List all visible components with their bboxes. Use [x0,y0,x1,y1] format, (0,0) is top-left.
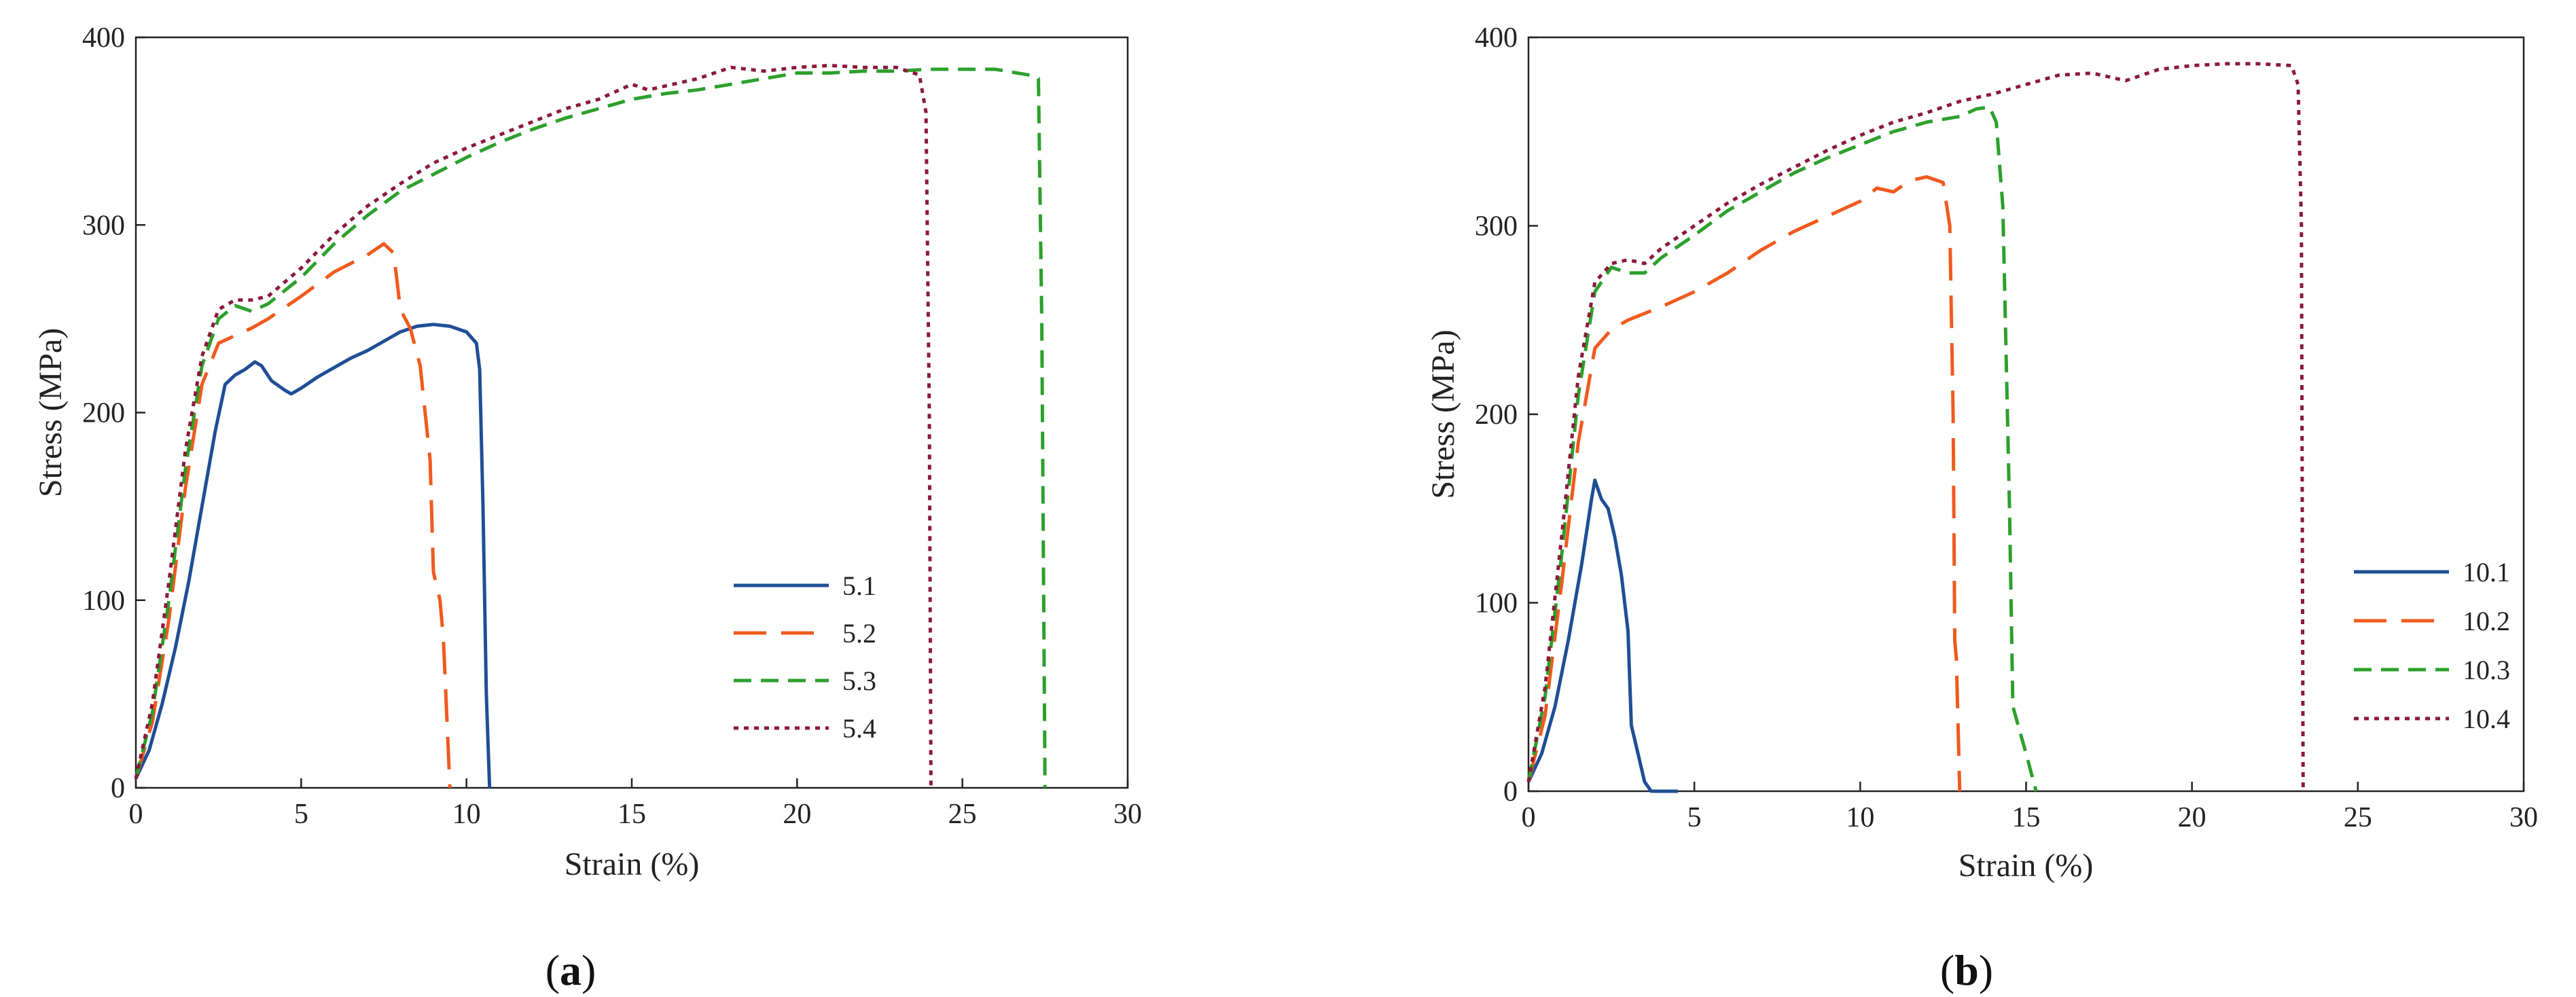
series-line-5.2 [134,242,452,788]
x-tick-layer: 0 5 10 15 20 25 30 [129,778,1142,830]
chart-panel-b: 0 5 10 15 20 25 30 0 100 200 300 400 Strain (%) St… [1425,22,2538,994]
y-tick-label: 400 [82,22,125,54]
x-tick-label: 5 [1687,802,1702,833]
chart-panel-a: 0 5 10 15 20 25 30 0 100 200 300 400 Strain (%) St… [33,22,1142,994]
y-tick-layer: 0 100 200 300 400 [82,22,145,804]
series-line-10.1 [1526,478,1678,793]
y-axis-label: Stress (MPa) [1425,329,1461,498]
x-tick-label: 10 [452,799,481,830]
series-line-10.3 [1526,105,2038,792]
x-axis-label: Strain (%) [565,846,700,882]
x-tick-label: 30 [2509,802,2538,833]
x-tick-label: 20 [2178,802,2206,833]
legend-label: 5.1 [842,570,876,601]
series-line-5.4 [134,63,933,788]
legend-label: 10.4 [2463,704,2510,734]
y-axis-label: Stress (MPa) [33,328,69,497]
x-tick-label: 25 [948,799,977,830]
x-tick-label: 0 [1522,802,1536,833]
x-tick-label: 30 [1113,799,1142,830]
x-tick-label: 15 [2012,802,2041,833]
x-tick-label: 0 [129,799,143,830]
y-tick-label: 300 [82,210,125,241]
y-tick-label: 0 [111,773,125,804]
y-tick-label: 100 [82,585,125,617]
y-tick-label: 200 [82,398,125,429]
x-tick-label: 20 [783,799,811,830]
x-tick-label: 5 [294,799,308,830]
series-line-10.4 [1526,62,2305,792]
series-layer [134,63,1047,788]
legend-label: 10.2 [2463,606,2510,636]
x-axis-label: Strain (%) [1958,848,2094,884]
series-line-5.1 [134,323,492,788]
series-line-5.3 [134,67,1047,788]
legend-label: 10.3 [2463,655,2510,685]
legend: 5.1 5.2 5.3 5.4 [734,570,876,744]
x-tick-label: 25 [2344,802,2372,833]
series-line-10.2 [1526,175,1962,792]
x-tick-layer: 0 5 10 15 20 25 30 [1522,782,2538,833]
y-tick-label: 100 [1475,588,1518,619]
legend-label: 5.2 [842,618,876,649]
x-tick-label: 10 [1846,802,1874,833]
y-tick-label: 300 [1475,211,1518,242]
panel-caption: (b) [1940,946,1993,994]
plot-frame [1527,36,2525,793]
legend: 10.1 10.2 10.3 10.4 [2354,557,2510,734]
y-tick-label: 0 [1503,776,1518,808]
y-tick-label: 400 [1475,22,1518,54]
y-tick-label: 200 [1475,399,1518,431]
panel-caption: (a) [545,946,596,994]
y-tick-layer: 0 100 200 300 400 [1475,22,1538,808]
x-tick-label: 15 [618,799,646,830]
legend-label: 5.4 [842,713,876,744]
legend-label: 10.1 [2463,557,2510,587]
series-layer [1526,62,2305,793]
plot-frame [135,36,1129,789]
legend-label: 5.3 [842,666,876,696]
